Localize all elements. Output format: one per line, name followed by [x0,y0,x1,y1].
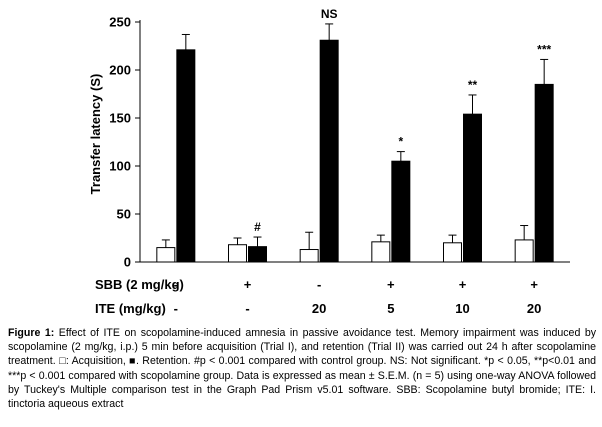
retention-bar [391,160,411,263]
treatment-value: 20 [527,301,541,316]
treatment-value: 10 [455,301,469,316]
y-tick-label: 200 [109,63,131,78]
retention-bar [463,113,482,263]
figure-caption: Figure 1: Effect of ITE on scopolamine-i… [8,326,596,411]
significance-label: # [254,220,261,234]
acquisition-bar [156,247,176,263]
acquisition-bar [443,242,462,263]
treatment-value: - [174,277,178,292]
error-bars [161,23,549,250]
acquisition-bar [299,249,319,263]
significance-label: ** [468,78,478,92]
treatment-value: + [530,277,538,292]
acquisition-bar [514,239,534,263]
axes [139,20,570,263]
significance-label: NS [321,7,338,21]
treatment-value: 20 [312,301,326,316]
figure-label: Figure 1: [8,327,55,339]
retention-bar [176,49,196,263]
treatment-rows: SBB (2 mg/kg)- + - + + +ITE (mg/kg) - -20 5 10 20 [95,277,541,316]
treatment-row-label: SBB (2 mg/kg) [95,277,184,292]
bars [156,39,554,263]
retention-bar [534,83,554,263]
treatment-value: + [244,277,252,292]
significance-label: *** [537,42,551,56]
treatment-value: - [245,301,249,316]
treatment-value: 5 [387,301,394,316]
y-axis-label: Transfer latency (S) [88,74,103,195]
y-tick-label: 150 [109,111,131,126]
significance-label: * [398,135,403,149]
y-tick-label: 50 [117,207,131,222]
y-tick-label: 250 [109,15,131,30]
significance-labels: #NS****** [254,7,551,234]
acquisition-bar [228,244,247,263]
treatment-value: - [317,277,321,292]
bar-chart: Transfer latency (S) 0 50 100 150 200 250 # NS… [88,7,570,316]
y-tick-label: 100 [109,159,131,174]
treatment-value: + [459,277,467,292]
acquisition-bar [371,241,391,263]
treatment-row-label: ITE (mg/kg) [95,301,166,316]
retention-bar [248,246,267,263]
y-axis-ticks: 0 50 100 150 200 250 [109,15,140,270]
treatment-value: - [174,301,178,316]
y-tick-label: 0 [124,255,131,270]
retention-bar [319,39,339,263]
caption-text: Effect of ITE on scopolamine-induced amn… [8,327,597,411]
treatment-value: + [387,277,395,292]
